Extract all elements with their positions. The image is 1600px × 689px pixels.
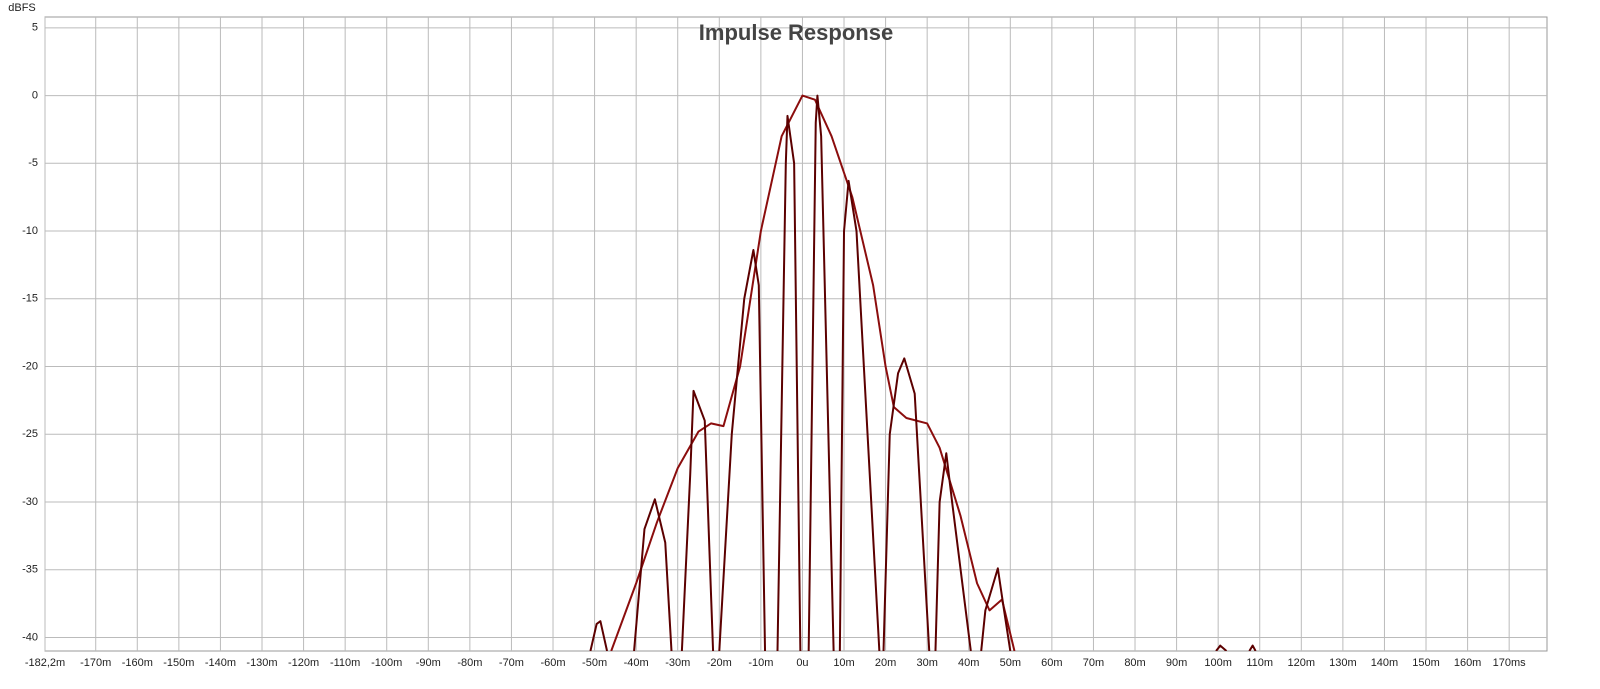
x-tick-label: 130m [1329,657,1357,669]
x-tick-label: 80m [1124,657,1145,669]
y-axis-label: dBFS [8,2,36,14]
y-tick-label: -5 [28,157,38,169]
y-tick-label: -25 [22,428,38,440]
x-tick-label: -20m [707,657,732,669]
x-tick-label: 20m [875,657,896,669]
x-tick-label: -110m [330,657,360,669]
x-tick-label: -140m [205,657,236,669]
x-tick-label: 120m [1288,657,1316,669]
x-tick-label: -160m [122,657,153,669]
x-tick-label: -182,2m [25,657,65,669]
x-tick-label: 150m [1412,657,1440,669]
x-tick-label: 160m [1454,657,1482,669]
y-tick-label: 0 [32,89,38,101]
x-tick-label: 10m [833,657,854,669]
x-tick-label: -170m [80,657,111,669]
y-tick-label: 5 [32,22,38,34]
x-tick-label: 50m [1000,657,1021,669]
series-line [610,94,1016,651]
x-tick-label: 40m [958,657,979,669]
chart-title: Impulse Response [699,20,893,45]
x-tick-label: 110m [1246,657,1273,669]
x-tick-label: -50m [582,657,607,669]
x-tick-label: -60m [540,657,565,669]
x-tick-label: -90m [416,657,441,669]
y-tick-label: -35 [22,564,38,576]
x-tick-label: -80m [457,657,482,669]
y-tick-label: -30 [22,496,38,508]
y-tick-label: -10 [22,225,38,237]
y-tick-label: -40 [22,631,38,643]
x-tick-label: -10m [748,657,773,669]
x-tick-label: 140m [1371,657,1399,669]
x-tick-label: 170ms [1493,657,1527,669]
y-tick-label: -20 [22,360,38,372]
x-tick-label: -130m [246,657,277,669]
x-tick-label: -150m [163,657,194,669]
y-tick-label: -15 [22,293,38,305]
plot-lines [589,94,1257,651]
series-line [589,94,1257,651]
x-tick-label: 0u [796,657,808,669]
x-tick-label: -120m [288,657,319,669]
x-tick-label: 100m [1204,657,1232,669]
x-tick-label: 60m [1041,657,1062,669]
x-tick-label: 70m [1083,657,1104,669]
x-tick-label: -70m [499,657,524,669]
x-tick-label: 30m [916,657,937,669]
x-tick-label: -40m [624,657,649,669]
x-tick-label: 90m [1166,657,1187,669]
x-tick-label: -100m [371,657,402,669]
x-tick-label: -30m [665,657,690,669]
